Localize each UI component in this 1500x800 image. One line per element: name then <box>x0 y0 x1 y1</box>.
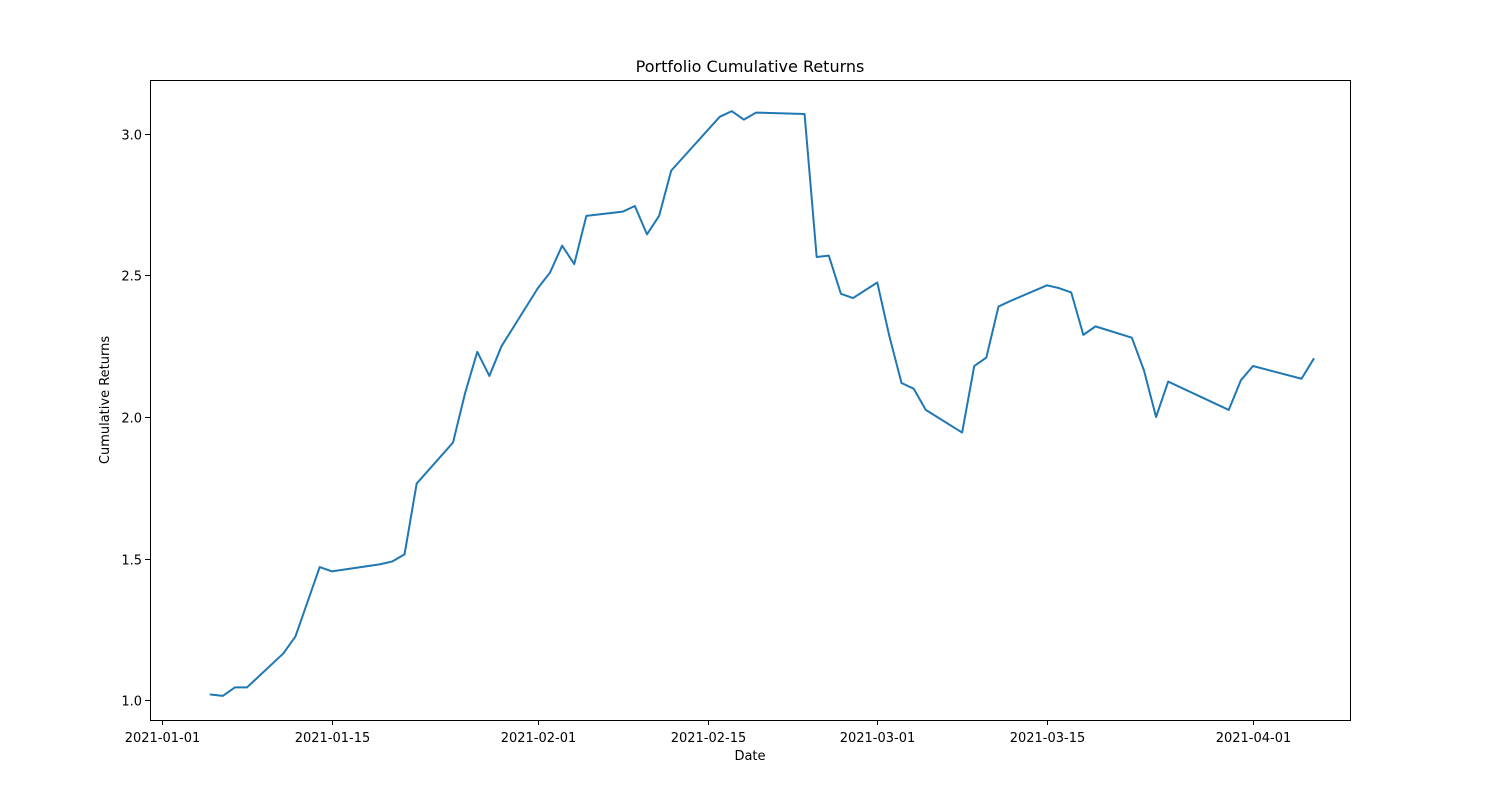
data-point <box>718 115 722 119</box>
data-point <box>293 634 297 638</box>
data-point <box>924 408 928 412</box>
data-point <box>742 118 746 122</box>
x-tick-label: 2021-02-01 <box>501 731 577 746</box>
data-point <box>221 694 225 698</box>
x-axis: 2021-01-01 2021-01-15 2021-02-01 2021-02-15… <box>125 720 1292 746</box>
data-point <box>827 254 831 258</box>
data-point <box>1154 415 1158 419</box>
data-point <box>318 565 322 569</box>
y-tick-label: 1.5 <box>121 554 142 569</box>
data-point <box>475 350 479 354</box>
data-point <box>403 552 407 556</box>
data-point <box>487 374 491 378</box>
data-point <box>657 214 661 218</box>
data-point <box>669 169 673 173</box>
data-point <box>1057 286 1061 290</box>
data-point <box>1312 357 1316 361</box>
y-axis-label: Cumulative Returns <box>98 336 113 464</box>
data-point <box>815 255 819 259</box>
data-point <box>972 364 976 368</box>
data-point <box>451 440 455 444</box>
chart-title: Portfolio Cumulative Returns <box>636 57 865 76</box>
data-point <box>1069 290 1073 294</box>
data-point <box>730 109 734 113</box>
data-point <box>1166 380 1170 384</box>
data-point <box>645 232 649 236</box>
x-tick-label: 2021-02-15 <box>671 731 747 746</box>
data-point <box>500 344 504 348</box>
y-axis: 1.0 1.5 2.0 2.5 3.0 <box>121 129 150 710</box>
y-tick-label: 3.0 <box>121 129 142 144</box>
x-tick-label: 2021-01-01 <box>125 731 201 746</box>
y-tick-label: 2.0 <box>121 412 142 427</box>
data-point <box>621 210 625 214</box>
data-point <box>463 391 467 395</box>
data-point <box>984 356 988 360</box>
y-tick-label: 1.0 <box>121 695 142 710</box>
data-point <box>851 296 855 300</box>
data-point <box>572 262 576 266</box>
data-point <box>1045 283 1049 287</box>
data-point <box>390 559 394 563</box>
plot-area <box>209 109 1316 698</box>
y-tick-label: 2.5 <box>121 270 142 285</box>
x-axis-label: Date <box>734 749 765 764</box>
data-point <box>330 569 334 573</box>
x-tick-label: 2021-04-01 <box>1216 731 1292 746</box>
x-tick-label: 2021-01-15 <box>295 731 371 746</box>
data-point <box>560 244 564 248</box>
data-point <box>1130 336 1134 340</box>
data-point <box>281 651 285 655</box>
data-point <box>584 214 588 218</box>
data-point <box>875 280 879 284</box>
data-point <box>887 334 891 338</box>
data-point <box>1239 378 1243 382</box>
data-point <box>548 271 552 275</box>
x-tick-label: 2021-03-01 <box>840 731 916 746</box>
data-point <box>245 685 249 689</box>
data-point <box>960 431 964 435</box>
data-point <box>209 693 213 697</box>
data-point <box>536 286 540 290</box>
data-point <box>1009 299 1013 303</box>
data-point <box>378 562 382 566</box>
x-tick-label: 2021-03-15 <box>1010 731 1086 746</box>
data-point <box>1251 364 1255 368</box>
data-point <box>803 112 807 116</box>
data-point <box>912 387 916 391</box>
data-point <box>1142 368 1146 372</box>
plot-frame <box>150 80 1351 721</box>
data-point <box>415 482 419 486</box>
data-point <box>1093 324 1097 328</box>
data-point <box>754 111 758 115</box>
data-point <box>1300 377 1304 381</box>
data-point <box>233 685 237 689</box>
series-line-0 <box>209 110 1315 697</box>
data-point <box>839 292 843 296</box>
data-point <box>900 381 904 385</box>
data-point <box>1081 333 1085 337</box>
data-point <box>633 204 637 208</box>
data-point <box>996 305 1000 309</box>
data-point <box>1227 408 1231 412</box>
